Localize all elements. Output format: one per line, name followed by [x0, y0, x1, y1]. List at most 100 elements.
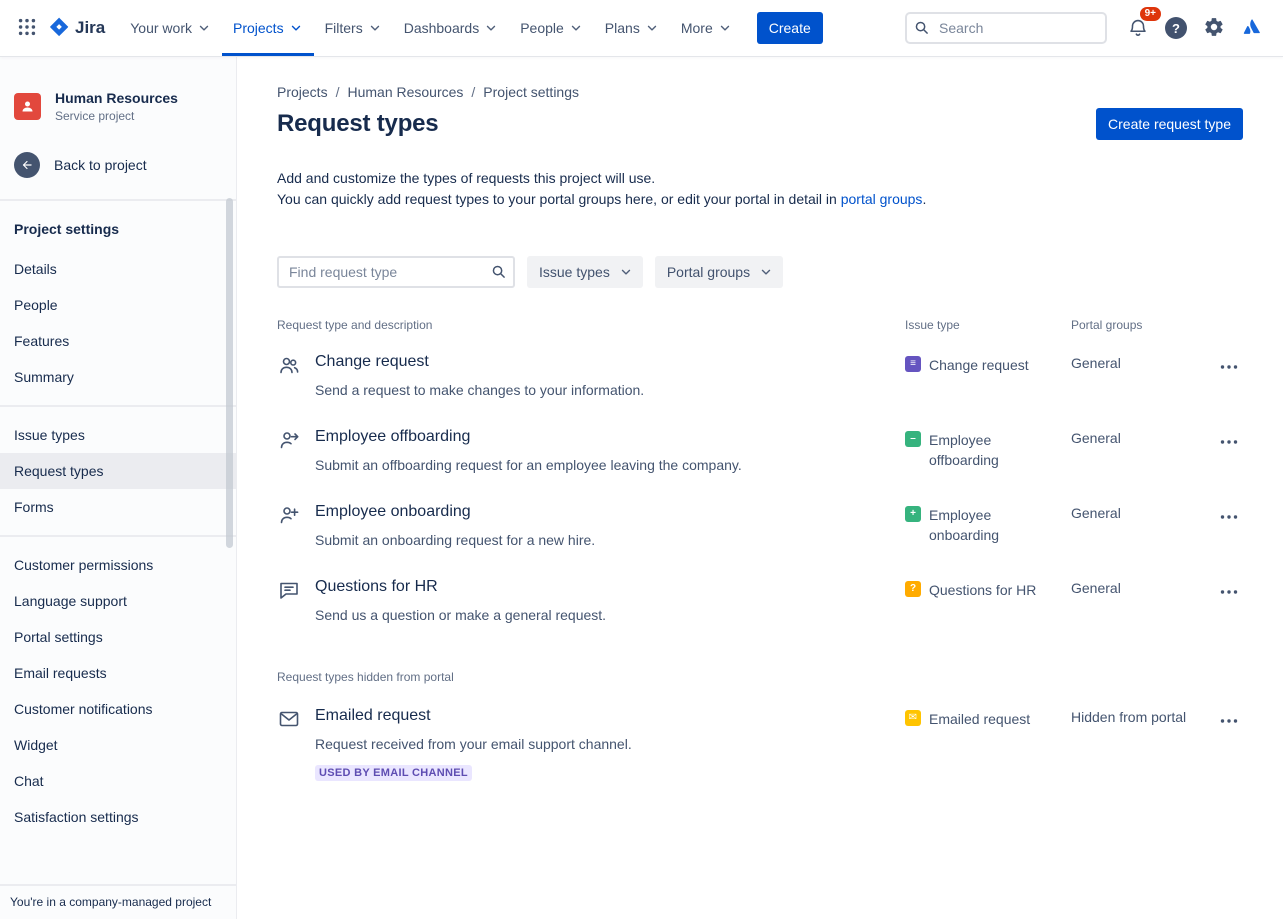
sidebar-item-email-requests[interactable]: Email requests: [14, 665, 107, 681]
more-actions-icon: [1217, 590, 1241, 607]
global-search-input[interactable]: [905, 12, 1107, 44]
search-icon: [914, 20, 929, 38]
breadcrumb-project-settings[interactable]: Project settings: [483, 84, 580, 100]
request-type-description: Submit an onboarding request for a new h…: [315, 532, 596, 548]
nav-filters[interactable]: Filters: [314, 0, 393, 56]
request-type-row: Change request Send a request to make ch…: [277, 340, 1243, 415]
notifications-button[interactable]: 9+: [1123, 6, 1161, 45]
request-type-row: Employee offboarding Submit an offboardi…: [277, 415, 1243, 490]
issue-type-label: Change request: [929, 357, 1029, 373]
request-type-link[interactable]: Questions for HR: [315, 578, 438, 595]
global-search: [905, 12, 1107, 44]
gear-icon: [1203, 16, 1225, 41]
help-button[interactable]: ?: [1161, 13, 1191, 43]
sidebar-item-issue-types[interactable]: Issue types: [14, 427, 85, 443]
portal-group-label: General: [1071, 580, 1121, 596]
sidebar-divider: [0, 405, 236, 407]
breadcrumb-human-resources[interactable]: Human Resources: [347, 84, 464, 100]
sidebar-item-language-support[interactable]: Language support: [14, 593, 127, 609]
email-channel-badge: USED BY EMAIL CHANNEL: [315, 765, 472, 781]
portal-group-label: General: [1071, 355, 1121, 371]
breadcrumb-projects[interactable]: Projects: [277, 84, 328, 100]
nav-your-work[interactable]: Your work: [119, 0, 222, 56]
jira-logo[interactable]: Jira: [48, 16, 105, 41]
sidebar-item-details[interactable]: Details: [14, 261, 57, 277]
page-title: Request types: [277, 110, 439, 137]
table-header: Request type and description Issue type …: [277, 318, 1243, 340]
issue-type-label: Emailed request: [929, 711, 1031, 727]
portal-group-label: General: [1071, 505, 1121, 521]
sidebar-divider: [0, 535, 236, 537]
find-request-type-input[interactable]: [277, 256, 515, 288]
sidebar-item-request-types[interactable]: Request types: [0, 453, 236, 489]
sidebar-nav: Details People Features Summary Issue ty…: [0, 251, 236, 835]
sidebar-scrollbar[interactable]: [226, 198, 233, 548]
breadcrumb-separator: /: [335, 84, 340, 100]
settings-button[interactable]: [1199, 12, 1229, 45]
issue-type-icon: ✉: [905, 710, 921, 726]
request-type-description: Submit an offboarding request for an emp…: [315, 457, 742, 473]
nav-projects[interactable]: Projects: [222, 0, 314, 56]
issue-type-icon: +: [905, 506, 921, 522]
sidebar-item-satisfaction-settings[interactable]: Satisfaction settings: [14, 809, 139, 825]
sidebar-section-title: Project settings: [14, 221, 120, 237]
row-actions-button[interactable]: [1215, 707, 1243, 738]
request-types-page: Projects / Human Resources / Project set…: [237, 56, 1283, 919]
portal-groups-link[interactable]: portal groups: [840, 191, 923, 207]
request-type-link[interactable]: Employee onboarding: [315, 503, 471, 520]
jira-logo-icon: [48, 16, 70, 41]
envelope-icon: [277, 707, 301, 731]
back-arrow-icon: [14, 152, 40, 178]
project-name: Human Resources: [55, 90, 178, 106]
issue-type-label: Employee onboarding: [929, 507, 1000, 543]
request-type-link[interactable]: Emailed request: [315, 707, 431, 724]
create-request-type-button[interactable]: Create request type: [1096, 108, 1243, 140]
atlassian-icon: [1241, 16, 1263, 41]
sidebar-item-forms[interactable]: Forms: [14, 499, 54, 515]
request-type-link[interactable]: Employee offboarding: [315, 428, 471, 445]
project-header: Human Resources Service project: [0, 80, 236, 133]
atlassian-app-button[interactable]: [1237, 12, 1267, 45]
help-icon: ?: [1165, 17, 1187, 39]
back-to-project[interactable]: Back to project: [0, 141, 236, 189]
top-navigation: Jira Your work Projects Filters Dashboar…: [0, 0, 1283, 56]
sidebar-item-portal-settings[interactable]: Portal settings: [14, 629, 103, 645]
portal-groups-filter[interactable]: Portal groups: [654, 256, 784, 288]
request-type-row: Employee onboarding Submit an onboarding…: [277, 490, 1243, 565]
nav-plans[interactable]: Plans: [594, 0, 670, 56]
sidebar-item-chat[interactable]: Chat: [14, 773, 44, 789]
issue-type-icon: ≡: [905, 356, 921, 372]
hidden-section-label: Request types hidden from portal: [277, 670, 454, 684]
sidebar-item-customer-permissions[interactable]: Customer permissions: [14, 557, 154, 573]
issue-type-icon: ?: [905, 581, 921, 597]
portal-group-label: Hidden from portal: [1071, 709, 1187, 725]
row-actions-button[interactable]: [1215, 353, 1243, 384]
create-button[interactable]: Create: [756, 12, 823, 44]
sidebar-item-customer-notifications[interactable]: Customer notifications: [14, 701, 153, 717]
request-type-link[interactable]: Change request: [315, 353, 429, 370]
sidebar-item-widget[interactable]: Widget: [14, 737, 58, 753]
more-actions-icon: [1217, 365, 1241, 382]
row-actions-button[interactable]: [1215, 428, 1243, 459]
request-type-description: Send us a question or make a general req…: [315, 607, 607, 623]
people-group-icon: [277, 353, 301, 377]
request-type-row: Questions for HR Send us a question or m…: [277, 565, 1243, 640]
row-actions-button[interactable]: [1215, 578, 1243, 609]
sidebar-divider: [0, 199, 236, 201]
col-request-type: Request type and description: [277, 318, 433, 332]
request-type-description: Send a request to make changes to your i…: [315, 382, 645, 398]
row-actions-button[interactable]: [1215, 503, 1243, 534]
nav-dashboards[interactable]: Dashboards: [393, 0, 510, 56]
app-switcher-button[interactable]: [10, 10, 44, 47]
logo-text: Jira: [75, 18, 106, 37]
nav-people[interactable]: People: [509, 0, 594, 56]
issue-types-filter[interactable]: Issue types: [527, 256, 643, 288]
sidebar-item-features[interactable]: Features: [14, 333, 70, 349]
nav-more[interactable]: More: [670, 0, 743, 56]
project-settings-sidebar: Human Resources Service project Back to …: [0, 56, 237, 919]
search-icon: [491, 264, 506, 282]
question-chat-icon: [277, 578, 301, 602]
breadcrumb: Projects / Human Resources / Project set…: [277, 84, 1243, 100]
sidebar-item-summary[interactable]: Summary: [14, 369, 74, 385]
sidebar-item-people[interactable]: People: [14, 297, 58, 313]
